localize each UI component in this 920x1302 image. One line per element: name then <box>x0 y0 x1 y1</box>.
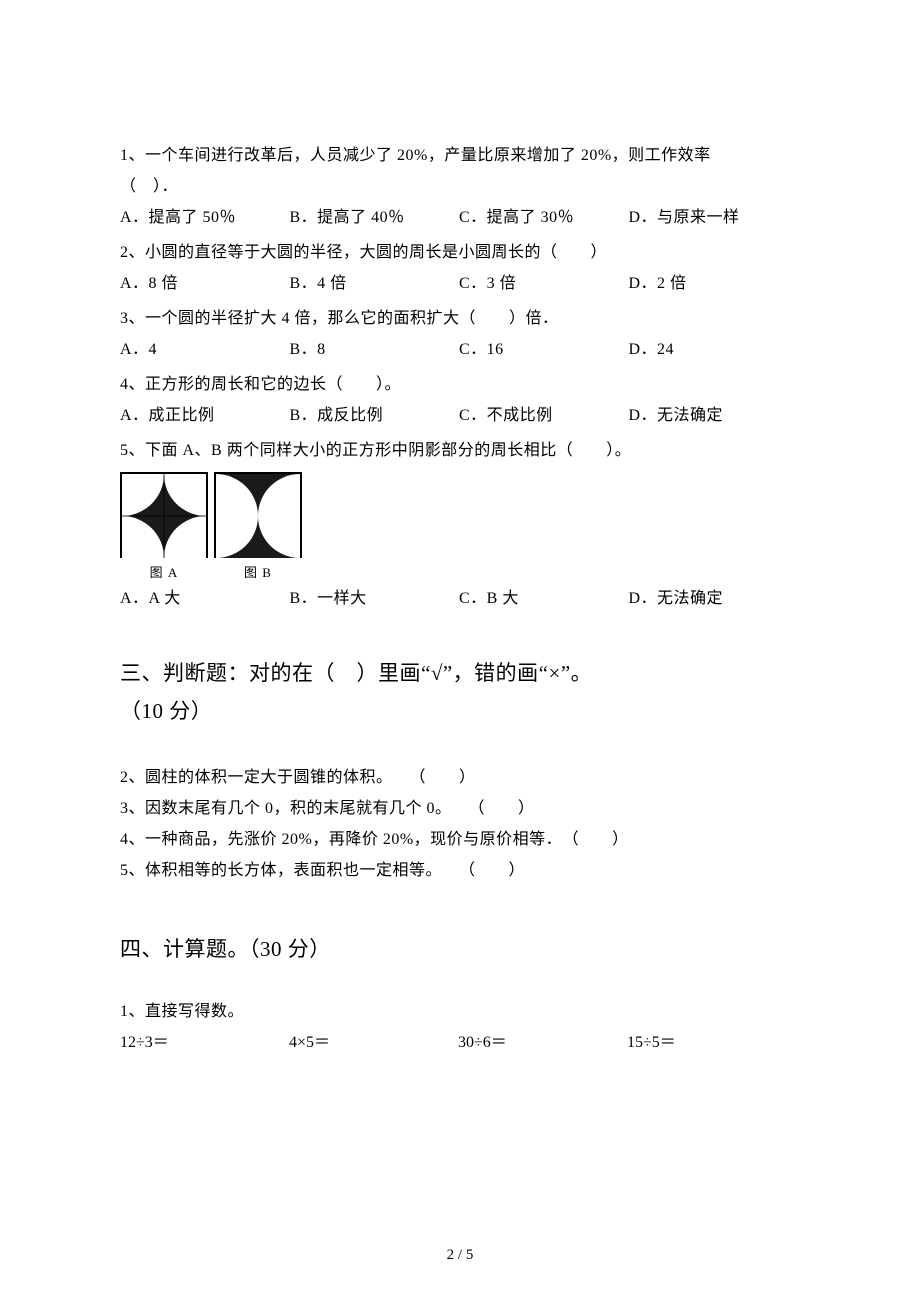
q1-stem-line2: （ ）． <box>120 171 800 202</box>
section-3-header-line1: 三、判断题：对的在（ ）里画“√”，错的画“×”。 <box>120 654 800 692</box>
q1-opt-a: A．提高了 50％ <box>120 202 285 233</box>
question-3: 3、一个圆的半径扩大 4 倍，那么它的面积扩大（ ）倍． A．4 B．8 C．1… <box>120 303 800 365</box>
judge-3: 3、因数末尾有几个 0，积的末尾就有几个 0。 （ ） <box>120 793 800 824</box>
q1-opt-b: B．提高了 40％ <box>290 202 455 233</box>
question-4: 4、正方形的周长和它的边长（ ）。 A．成正比例 B．成反比例 C．不成比例 D… <box>120 369 800 431</box>
question-2: 2、小圆的直径等于大圆的半径，大圆的周长是小圆周长的（ ） A．8 倍 B．4 … <box>120 237 800 299</box>
q3-options: A．4 B．8 C．16 D．24 <box>120 334 800 365</box>
q3-opt-c: C．16 <box>459 334 624 365</box>
question-5: 5、下面 A、B 两个同样大小的正方形中阴影部分的周长相比（ ）。 图 A <box>120 435 800 614</box>
calc-row-1: 12÷3＝ 4×5＝ 30÷6＝ 15÷5＝ <box>120 1027 800 1058</box>
question-1: 1、一个车间进行改革后，人员减少了 20%，产量比原来增加了 20%，则工作效率… <box>120 140 800 233</box>
section-3-header: 三、判断题：对的在（ ）里画“√”，错的画“×”。 （10 分） <box>120 654 800 730</box>
q4-stem: 4、正方形的周长和它的边长（ ）。 <box>120 369 800 400</box>
q5-opt-d: D．无法确定 <box>629 583 724 614</box>
q1-options: A．提高了 50％ B．提高了 40％ C．提高了 30％ D．与原来一样 <box>120 202 800 233</box>
judge-2: 2、圆柱的体积一定大于圆锥的体积。 （ ） <box>120 762 800 793</box>
judge-5: 5、体积相等的长方体，表面积也一定相等。 （ ） <box>120 855 800 886</box>
q4-opt-a: A．成正比例 <box>120 400 285 431</box>
figure-b <box>214 472 302 558</box>
calc-1-1: 12÷3＝ <box>120 1027 285 1058</box>
q3-opt-d: D．24 <box>629 334 675 365</box>
figure-a-svg <box>122 474 206 558</box>
q2-options: A．8 倍 B．4 倍 C．3 倍 D．2 倍 <box>120 268 800 299</box>
q3-opt-a: A．4 <box>120 334 285 365</box>
figure-b-box: 图 B <box>214 472 302 581</box>
q4-opt-d: D．无法确定 <box>629 400 724 431</box>
q2-stem: 2、小圆的直径等于大圆的半径，大圆的周长是小圆周长的（ ） <box>120 237 800 268</box>
figure-a-label: 图 A <box>150 562 179 581</box>
calc-1-4: 15÷5＝ <box>627 1027 792 1058</box>
q1-opt-c: C．提高了 30％ <box>459 202 624 233</box>
q4-opt-b: B．成反比例 <box>290 400 455 431</box>
section-4-sub1: 1、直接写得数。 <box>120 996 800 1027</box>
q5-figures: 图 A 图 B <box>120 472 800 581</box>
section-3-header-line2: （10 分） <box>120 692 800 730</box>
q4-opt-c: C．不成比例 <box>459 400 624 431</box>
q1-opt-d: D．与原来一样 <box>629 202 740 233</box>
q5-options: A．A 大 B．一样大 C．B 大 D．无法确定 <box>120 583 800 614</box>
q2-opt-a: A．8 倍 <box>120 268 285 299</box>
calc-1-3: 30÷6＝ <box>458 1027 623 1058</box>
judge-4: 4、一种商品，先涨价 20%，再降价 20%，现价与原价相等． （ ） <box>120 824 800 855</box>
q2-opt-b: B．4 倍 <box>290 268 455 299</box>
section-4-header: 四、计算题。（30 分） <box>120 930 800 968</box>
figure-b-label: 图 B <box>244 562 272 581</box>
q5-opt-b: B．一样大 <box>290 583 455 614</box>
figure-b-svg <box>216 474 300 558</box>
q1-stem-line1: 1、一个车间进行改革后，人员减少了 20%，产量比原来增加了 20%，则工作效率 <box>120 140 800 171</box>
calc-1-2: 4×5＝ <box>289 1027 454 1058</box>
q5-opt-a: A．A 大 <box>120 583 285 614</box>
q4-options: A．成正比例 B．成反比例 C．不成比例 D．无法确定 <box>120 400 800 431</box>
q3-opt-b: B．8 <box>290 334 455 365</box>
q3-stem: 3、一个圆的半径扩大 4 倍，那么它的面积扩大（ ）倍． <box>120 303 800 334</box>
q5-opt-c: C．B 大 <box>459 583 624 614</box>
figure-a <box>120 472 208 558</box>
q2-opt-c: C．3 倍 <box>459 268 624 299</box>
q5-stem: 5、下面 A、B 两个同样大小的正方形中阴影部分的周长相比（ ）。 <box>120 435 800 466</box>
page-number: 2 / 5 <box>0 1247 920 1264</box>
q2-opt-d: D．2 倍 <box>629 268 687 299</box>
figure-a-box: 图 A <box>120 472 208 581</box>
